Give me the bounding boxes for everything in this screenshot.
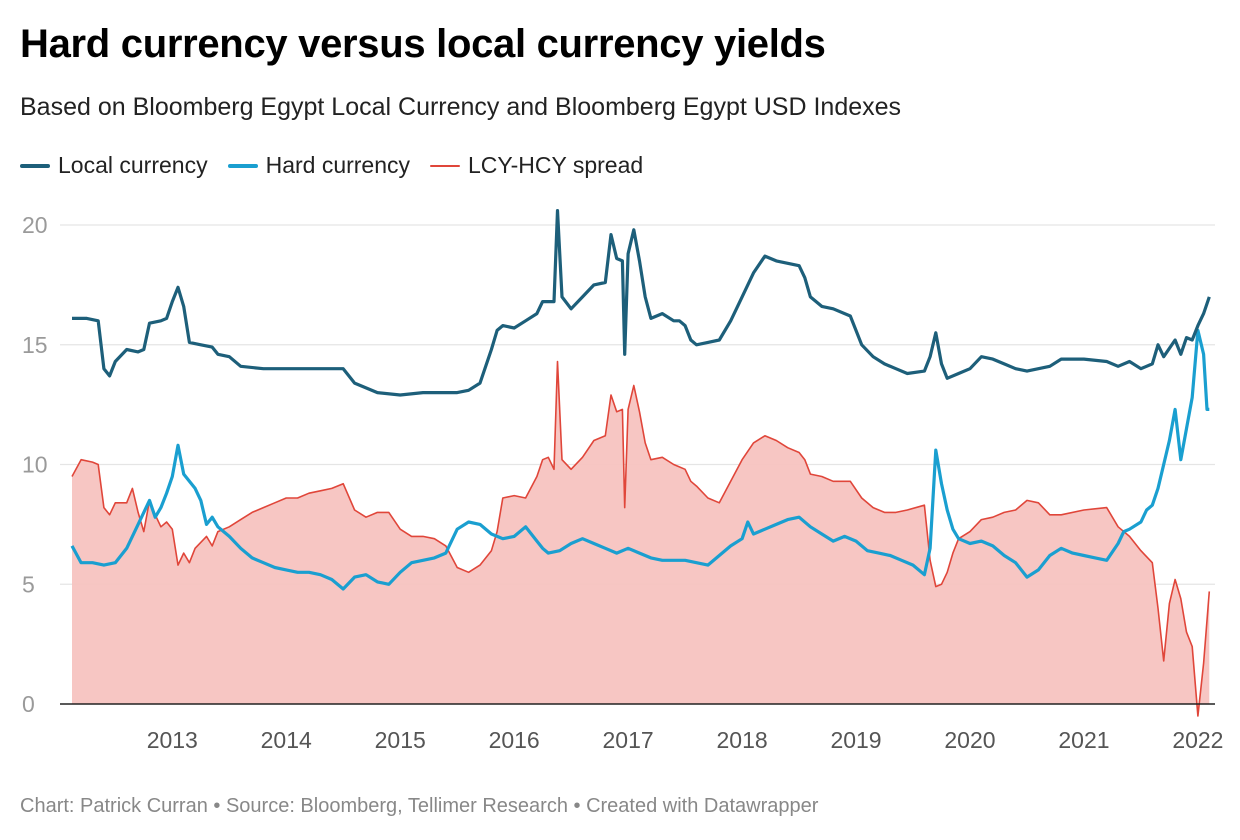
y-tick-label-0: 0 xyxy=(22,691,35,717)
y-tick-label-10: 10 xyxy=(22,452,48,478)
legend-swatch-spread xyxy=(430,164,461,167)
x-tick-label-2014: 2014 xyxy=(261,727,312,753)
x-tick-label-2013: 2013 xyxy=(147,727,198,753)
legend-label-hard-currency: Hard currency xyxy=(265,152,411,178)
plot-area xyxy=(70,209,1211,717)
x-tick-label-2019: 2019 xyxy=(830,727,881,753)
chart-subtitle: Based on Bloomberg Egypt Local Currency … xyxy=(20,93,902,121)
x-tick-label-2021: 2021 xyxy=(1058,727,1109,753)
series-line-spread xyxy=(71,360,1211,717)
legend-swatch-local-currency xyxy=(20,163,50,168)
legend-item-local-currency: Local currency xyxy=(20,152,208,179)
chart-title: Hard currency versus local currency yiel… xyxy=(20,22,826,66)
legend-label-spread: LCY-HCY spread xyxy=(468,152,644,178)
spread-area xyxy=(72,361,1210,716)
legend-item-hard-currency: Hard currency xyxy=(227,152,411,179)
x-tick-label-2017: 2017 xyxy=(603,727,654,753)
x-tick-label-2020: 2020 xyxy=(944,727,995,753)
axes: 0 5 10 15 20 2013 2014 2015 2016 2017 2018 2019 2020… xyxy=(22,212,1223,753)
legend-label-local-currency: Local currency xyxy=(58,152,208,178)
x-tick-label-2015: 2015 xyxy=(375,727,426,753)
series-line-hard-currency xyxy=(70,328,1210,591)
x-tick-label-2018: 2018 xyxy=(716,727,767,753)
y-tick-label-5: 5 xyxy=(22,571,35,597)
x-tick-label-2016: 2016 xyxy=(489,727,540,753)
legend-item-spread: LCY-HCY spread xyxy=(430,152,643,179)
legend-swatch-hard-currency xyxy=(227,163,258,168)
chart-legend: Local currency Hard currency LCY-HCY spr… xyxy=(20,152,663,179)
chart-footer: Chart: Patrick Curran • Source: Bloomber… xyxy=(20,795,819,817)
y-tick-label-15: 15 xyxy=(22,332,48,358)
x-tick-label-2022: 2022 xyxy=(1172,727,1223,753)
y-tick-label-20: 20 xyxy=(22,212,48,238)
series-line-local-currency xyxy=(72,209,1211,397)
